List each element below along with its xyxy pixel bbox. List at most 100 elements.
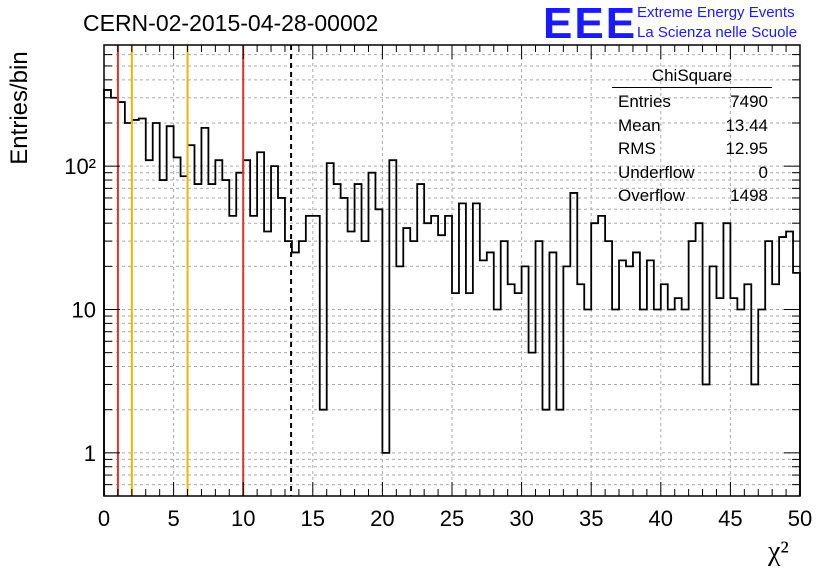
histogram-bin bbox=[299, 241, 306, 496]
histogram-bin bbox=[696, 223, 703, 496]
histogram-bin bbox=[167, 126, 174, 496]
histogram-bin bbox=[438, 235, 445, 496]
reference-lines bbox=[116, 45, 293, 496]
stats-value: 0 bbox=[758, 162, 768, 182]
y-tick-label: 1 bbox=[84, 441, 96, 466]
histogram-bin bbox=[501, 241, 508, 496]
x-tick-label: 40 bbox=[649, 506, 673, 531]
histogram-bin bbox=[257, 152, 264, 496]
histogram-bin bbox=[174, 157, 181, 496]
histogram-bin bbox=[243, 160, 250, 496]
histogram-bin bbox=[250, 216, 257, 496]
histogram-bin bbox=[396, 266, 403, 496]
x-tick-label: 35 bbox=[579, 506, 603, 531]
histogram-bin bbox=[494, 309, 501, 496]
histogram-bin bbox=[139, 118, 146, 496]
histogram-bin bbox=[612, 309, 619, 496]
histogram-bin bbox=[703, 384, 710, 496]
x-tick-label: 30 bbox=[509, 506, 533, 531]
histogram-bin bbox=[765, 241, 772, 496]
histogram-bin bbox=[751, 384, 758, 496]
x-tick-label: 25 bbox=[440, 506, 464, 531]
histogram-bin bbox=[215, 160, 222, 496]
histogram-bin bbox=[723, 223, 730, 496]
x-tick-label: 20 bbox=[370, 506, 394, 531]
stats-label: RMS bbox=[618, 139, 656, 158]
histogram-bin bbox=[313, 216, 320, 496]
histogram-outline bbox=[103, 89, 801, 496]
histogram-series bbox=[103, 89, 801, 496]
stats-row-entries: Entries 7490 bbox=[612, 90, 772, 114]
stats-row-underflow: Underflow 0 bbox=[612, 161, 772, 185]
histogram-bin bbox=[194, 184, 201, 496]
histogram-bin bbox=[786, 232, 793, 496]
y-tick-label: 10² bbox=[64, 154, 96, 179]
stats-value: 12.95 bbox=[725, 139, 768, 158]
x-tick-label: 45 bbox=[718, 506, 742, 531]
histogram-bin bbox=[271, 166, 278, 496]
histogram-bin bbox=[536, 241, 543, 496]
histogram-bin bbox=[668, 309, 675, 496]
histogram-bin bbox=[445, 216, 452, 496]
logo-tagline-1: Extreme Energy Events bbox=[637, 4, 795, 21]
histogram-bin bbox=[647, 260, 654, 496]
histogram-bin bbox=[619, 260, 626, 496]
histogram-bin bbox=[306, 216, 313, 496]
histogram-bin bbox=[424, 223, 431, 496]
stats-value: 1498 bbox=[730, 186, 768, 205]
histogram-bin bbox=[563, 266, 570, 496]
y-axis-label: Entries/bin bbox=[6, 51, 33, 165]
histogram-bin bbox=[459, 203, 466, 496]
eee-logo: EEE bbox=[543, 0, 638, 48]
stats-label: Mean bbox=[618, 115, 661, 135]
histogram-bin bbox=[264, 232, 271, 496]
histogram-bin bbox=[146, 160, 153, 496]
histogram-bin bbox=[327, 163, 334, 496]
histogram-bin bbox=[598, 216, 605, 496]
histogram-bin bbox=[160, 180, 167, 496]
histogram-bin bbox=[104, 90, 111, 496]
histogram-bin bbox=[132, 120, 139, 496]
x-axis-label: χ² bbox=[768, 536, 789, 567]
histogram-bin bbox=[222, 180, 229, 496]
x-tick-label: 10 bbox=[231, 506, 255, 531]
histogram-bin bbox=[710, 266, 717, 496]
histogram-bin bbox=[181, 176, 188, 496]
x-tick-label: 5 bbox=[167, 506, 179, 531]
histogram-bin bbox=[236, 173, 243, 496]
histogram-bin bbox=[758, 309, 765, 496]
x-tick-label: 0 bbox=[98, 506, 110, 531]
histogram-bin bbox=[737, 309, 744, 496]
histogram-bin bbox=[368, 173, 375, 496]
histogram-bin bbox=[605, 241, 612, 496]
stats-label: Entries bbox=[618, 92, 671, 111]
histogram-bin bbox=[584, 309, 591, 496]
histogram-bin bbox=[480, 260, 487, 496]
stats-label: Underflow bbox=[618, 162, 695, 182]
histogram-bin bbox=[682, 309, 689, 496]
histogram-bin bbox=[570, 193, 577, 496]
histogram-bin bbox=[431, 216, 438, 496]
histogram-bin bbox=[529, 353, 536, 496]
histogram-bin bbox=[348, 232, 355, 496]
histogram-bin bbox=[111, 98, 118, 496]
histogram-bin bbox=[473, 203, 480, 496]
histogram-bin bbox=[341, 198, 348, 496]
histogram-bin bbox=[278, 198, 285, 496]
histogram-bin bbox=[201, 128, 208, 496]
stats-value: 7490 bbox=[730, 92, 768, 111]
histogram-bin bbox=[334, 184, 341, 496]
histogram-bin bbox=[522, 266, 529, 496]
histogram-bin bbox=[410, 241, 417, 496]
histogram-bin bbox=[389, 160, 396, 496]
histogram-bin bbox=[591, 223, 598, 496]
chart-title: CERN-02-2015-04-28-00002 bbox=[83, 10, 379, 36]
stats-row-overflow: Overflow 1498 bbox=[612, 184, 772, 208]
histogram-bin bbox=[229, 216, 236, 496]
histogram-bin bbox=[640, 309, 647, 496]
stats-row-rms: RMS 12.95 bbox=[612, 137, 772, 161]
stats-row-mean: Mean 13.44 bbox=[612, 114, 772, 138]
stats-value: 13.44 bbox=[725, 115, 768, 135]
histogram-bin bbox=[118, 102, 125, 496]
